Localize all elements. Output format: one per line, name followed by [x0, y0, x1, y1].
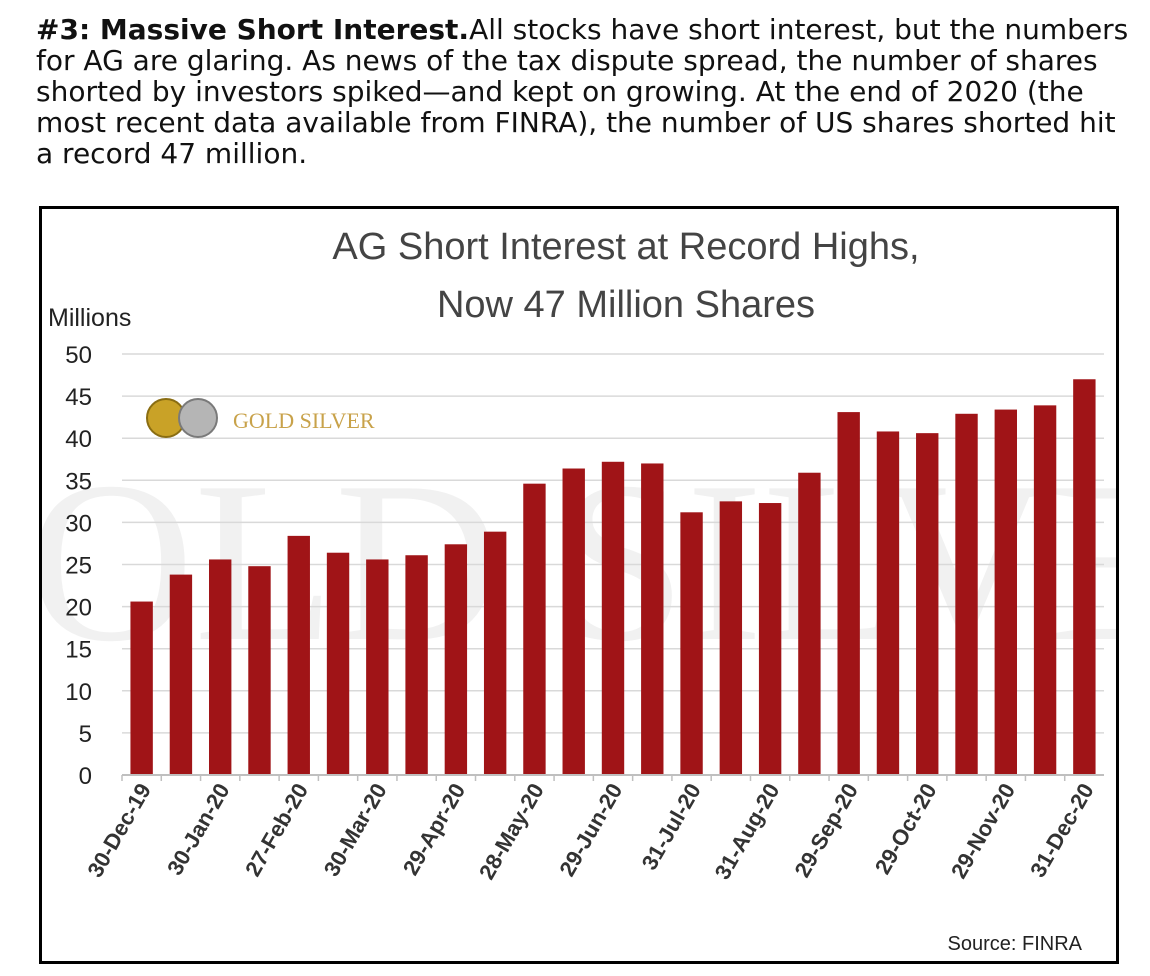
bar [405, 555, 428, 775]
short-interest-chart: GOLD SILVER 0 5 10 15 20 25 30 35 40 45 50 30-Dec-… [42, 226, 1116, 955]
bar [366, 559, 389, 775]
y-tick-label: 15 [65, 637, 92, 664]
intro-lead: #3: Massive Short Interest. [36, 13, 470, 46]
y-tick-label: 25 [65, 553, 92, 580]
y-tick-label: 45 [65, 384, 92, 411]
x-tick-label: 31-Dec-20 [1025, 779, 1099, 882]
x-tick-label: 30-Mar-20 [319, 779, 392, 880]
logo-text: GOLD SILVER [233, 408, 375, 433]
x-tick-label: 29-Apr-20 [398, 779, 470, 879]
x-tick-label: 29-Oct-20 [870, 779, 942, 878]
y-tick-label: 10 [65, 679, 92, 706]
x-tick-label: 28-May-20 [474, 779, 549, 884]
bars [130, 379, 1096, 775]
y-tick-label: 30 [65, 510, 92, 537]
source-note: Source: FINRA [948, 933, 1083, 955]
y-tick-label: 50 [65, 342, 92, 369]
bar [758, 503, 782, 775]
chart-title-line-1: AG Short Interest at Record Highs, [332, 226, 919, 268]
x-tick-label: 31-Jul-20 [637, 779, 706, 874]
bar [130, 601, 153, 775]
axes [121, 774, 1104, 781]
intro-body: All stocks have short interest, but the … [36, 13, 1129, 170]
x-tick-label: 29-Sep-20 [789, 779, 863, 882]
bar [994, 409, 1017, 775]
bar [798, 472, 821, 775]
intro-paragraph: #3: Massive Short Interest.All stocks ha… [36, 14, 1136, 169]
bar [562, 468, 585, 775]
bar [641, 463, 664, 775]
bar [326, 552, 350, 775]
x-tick-label: 29-Jun-20 [554, 779, 627, 880]
bar [483, 531, 507, 775]
bar [680, 512, 703, 775]
x-tick-labels: 30-Dec-19 30-Jan-20 27-Feb-20 30-Mar-20 29-A… [82, 779, 1098, 884]
bar [248, 566, 271, 775]
y-tick-label: 20 [65, 595, 92, 622]
bar [916, 433, 939, 775]
bar [1033, 405, 1057, 775]
bar [169, 574, 193, 775]
y-axis-label: Millions [48, 304, 131, 332]
bar [719, 501, 743, 775]
silver-coin-icon [178, 398, 218, 438]
y-tick-label: 35 [65, 468, 92, 495]
bar [523, 483, 546, 775]
logo: GOLD SILVER [146, 398, 375, 438]
y-tick-label: 0 [79, 763, 92, 790]
bar [601, 461, 625, 775]
x-tick-label: 27-Feb-20 [240, 779, 313, 880]
chart-title-line-2: Now 47 Million Shares [437, 284, 815, 326]
x-tick-label: 30-Jan-20 [162, 779, 234, 879]
bar [1073, 379, 1096, 775]
bar [287, 535, 310, 775]
bar [955, 413, 978, 775]
y-tick-label: 5 [79, 721, 92, 748]
x-tick-label: 31-Aug-20 [710, 779, 785, 884]
y-tick-labels: 0 5 10 15 20 25 30 35 40 45 50 [65, 342, 92, 790]
bar [209, 559, 232, 775]
x-tick-label: 29-Nov-20 [946, 779, 1020, 883]
bar [837, 412, 860, 775]
x-tick-label: 30-Dec-19 [82, 779, 156, 882]
bar [444, 544, 468, 775]
y-tick-label: 40 [65, 426, 92, 453]
chart-frame: GOLD SILVER 0 5 10 15 20 25 30 35 40 45 50 30-Dec-… [39, 206, 1119, 964]
bar [876, 431, 900, 775]
